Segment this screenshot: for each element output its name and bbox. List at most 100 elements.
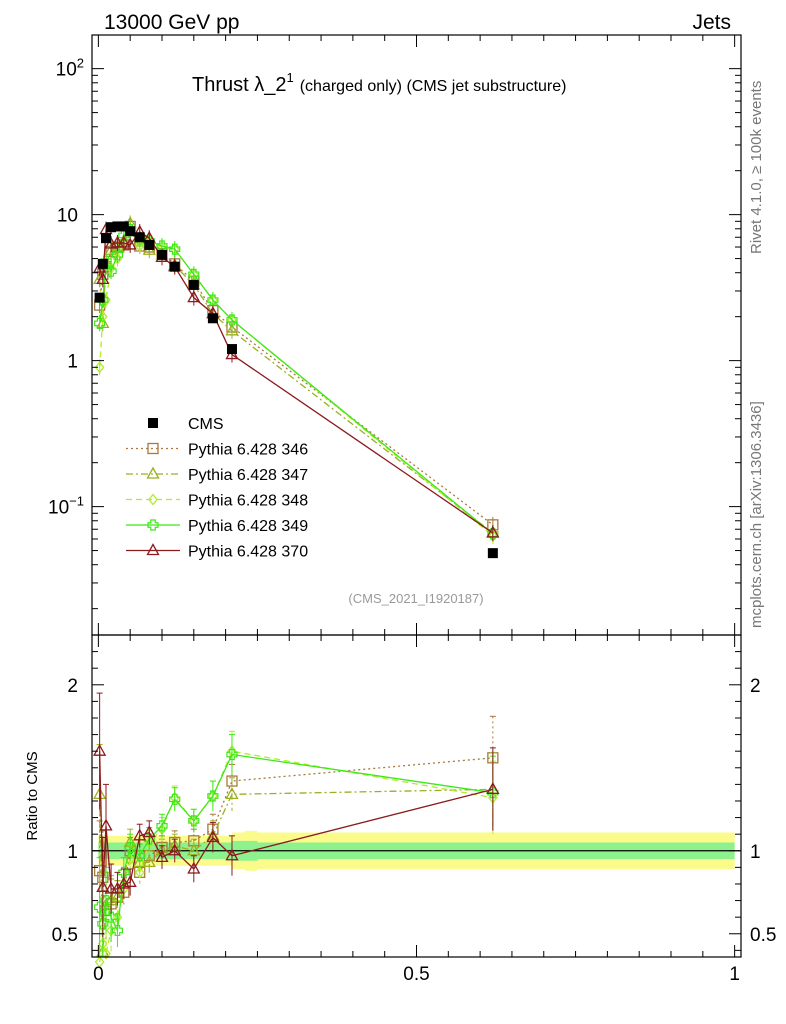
ratio-point: [111, 924, 124, 937]
data-point: [111, 249, 124, 261]
data-point: [104, 242, 118, 255]
data-point: [94, 361, 105, 374]
ratio-band: [92, 830, 741, 871]
data-point: [117, 235, 131, 248]
ratio-point: [94, 901, 106, 913]
data-point: [169, 243, 181, 255]
ratio-frame: [91, 634, 742, 958]
ratio-point: [134, 850, 146, 862]
reference-label: (CMS_2021_I1920187): [348, 591, 483, 606]
ratio-y-tick-label: 0.5: [52, 925, 78, 946]
ratio-y-tick-label-right: 2: [750, 676, 761, 697]
ratio-point: [155, 850, 169, 863]
legend-item-348: Pythia 6.428 348: [126, 493, 308, 510]
ratio-point: [104, 881, 118, 894]
ratio-point: [486, 782, 500, 795]
series-line-348: [98, 228, 494, 537]
main-tick-labels: 10−1 1 10 102: [48, 56, 84, 519]
ratio-point: [133, 828, 147, 841]
ratio-point: [123, 874, 137, 887]
data-point: [100, 233, 111, 244]
x-tick-label: 0: [93, 964, 104, 985]
legend-marker: [148, 493, 158, 506]
ratio-point: [96, 879, 110, 892]
ratio-point: [94, 955, 105, 969]
data-point: [118, 221, 129, 232]
series-line-349: [98, 228, 494, 535]
legend-marker: [148, 418, 158, 428]
ratio-point: [100, 894, 112, 907]
data-point: [188, 279, 199, 290]
data-point: [112, 221, 123, 232]
legend-label: Pythia 6.428 348: [188, 493, 308, 510]
ratio-series-346: [93, 715, 499, 944]
data-point: [134, 232, 145, 243]
data-point: [169, 261, 180, 272]
y-tick-label: 102: [56, 56, 84, 81]
data-point: [188, 268, 200, 280]
mcplots-label: mcplots.cern.ch [arXiv:1306.3436]: [748, 401, 765, 628]
ratio-y-tick-label: 1: [67, 842, 78, 863]
ratio-point: [156, 820, 168, 832]
legend-item-347: Pythia 6.428 347: [126, 466, 308, 484]
ratio-point: [142, 825, 156, 838]
legend-label: Pythia 6.428 346: [188, 442, 308, 459]
legend: CMS Pythia 6.428 346 Pythia 6.428 347 Pythi…: [126, 416, 308, 561]
ratio-y-tick-label-right: 0.5: [750, 925, 776, 946]
ratio-point: [225, 848, 239, 861]
ratio-point: [188, 815, 200, 827]
header-right: Jets: [692, 11, 731, 34]
ratio-point: [118, 866, 130, 878]
series-CMS: [94, 221, 498, 559]
ratio-series-layer: [93, 692, 500, 969]
ratio-point: [187, 861, 201, 874]
ratio-axes: [91, 634, 742, 958]
ratio-point: [101, 947, 111, 960]
ratio-point: [206, 830, 220, 843]
main-series-layer: [93, 215, 500, 559]
y-tick-label: 1: [67, 352, 78, 373]
ratio-point: [124, 841, 136, 854]
data-point: [156, 249, 167, 260]
legend-marker: [147, 519, 159, 531]
legend-marker: [146, 543, 160, 556]
data-point: [187, 290, 201, 303]
legend-label: CMS: [188, 416, 224, 433]
data-point: [207, 294, 219, 306]
ratio-point: [142, 855, 156, 868]
data-point: [96, 272, 110, 285]
ratio-y-tick-label-right: 1: [750, 842, 761, 863]
series-346: [93, 218, 499, 533]
plot-title: Thrust λ_21(charged only) (CMS jet subst…: [192, 70, 566, 96]
rivet-label: Rivet 4.1.0, ≥ 100k events: [748, 81, 765, 254]
ratio-point: [207, 790, 219, 802]
ratio-y-tick-label: 2: [67, 676, 78, 697]
data-point: [225, 323, 239, 336]
ratio-tick-labels: 0.5 0.5 1 1 2 2 0 0.5 1: [52, 676, 777, 985]
data-point: [486, 525, 500, 538]
legend-label: Pythia 6.428 347: [188, 467, 308, 484]
data-point: [123, 237, 137, 250]
data-point: [97, 258, 108, 269]
data-point: [94, 317, 106, 329]
ratio-point: [226, 748, 238, 761]
legend-label: Pythia 6.428 370: [188, 544, 308, 561]
data-point: [207, 313, 218, 324]
data-point: [105, 265, 117, 277]
data-point: [125, 226, 136, 237]
ratio-point: [187, 843, 201, 856]
legend-item-349: Pythia 6.428 349: [126, 518, 308, 535]
data-point: [487, 548, 498, 559]
x-tick-label: 1: [729, 964, 740, 985]
legend-item-346: Pythia 6.428 346: [126, 442, 308, 459]
ratio-point: [225, 786, 239, 799]
legend-item-CMS: CMS: [148, 416, 224, 433]
ratio-line-347: [98, 788, 493, 953]
legend-marker: [147, 442, 159, 455]
data-point: [144, 239, 155, 250]
data-point: [94, 292, 105, 303]
ratio-y-label: Ratio to CMS: [24, 751, 41, 840]
data-point: [110, 235, 125, 248]
data-point: [226, 314, 238, 326]
ratio-point: [99, 818, 113, 831]
